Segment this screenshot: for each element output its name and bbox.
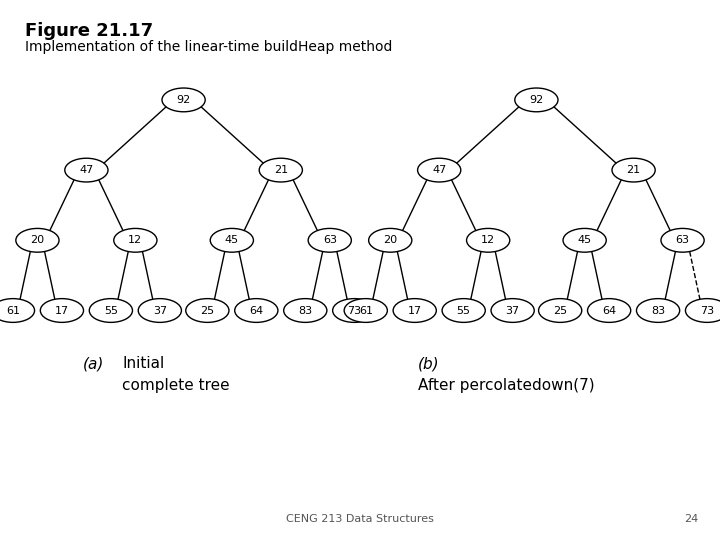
Text: 37: 37 — [505, 306, 520, 315]
Ellipse shape — [16, 228, 59, 252]
Text: 83: 83 — [651, 306, 665, 315]
Ellipse shape — [235, 299, 278, 322]
Ellipse shape — [162, 88, 205, 112]
Text: complete tree: complete tree — [122, 378, 230, 393]
Ellipse shape — [685, 299, 720, 322]
Ellipse shape — [40, 299, 84, 322]
Text: Figure 21.17: Figure 21.17 — [25, 22, 153, 39]
Ellipse shape — [442, 299, 485, 322]
Text: 21: 21 — [274, 165, 288, 175]
Ellipse shape — [661, 228, 704, 252]
Text: 20: 20 — [383, 235, 397, 245]
Ellipse shape — [636, 299, 680, 322]
Text: (a): (a) — [83, 356, 104, 372]
Ellipse shape — [284, 299, 327, 322]
Ellipse shape — [418, 158, 461, 182]
Ellipse shape — [114, 228, 157, 252]
Ellipse shape — [65, 158, 108, 182]
Text: 24: 24 — [684, 514, 698, 524]
Text: 63: 63 — [323, 235, 337, 245]
Ellipse shape — [539, 299, 582, 322]
Text: 25: 25 — [200, 306, 215, 315]
Text: (b): (b) — [418, 356, 439, 372]
Ellipse shape — [138, 299, 181, 322]
Text: 47: 47 — [79, 165, 94, 175]
Text: 45: 45 — [577, 235, 592, 245]
Text: 17: 17 — [55, 306, 69, 315]
Ellipse shape — [467, 228, 510, 252]
Ellipse shape — [612, 158, 655, 182]
Text: 73: 73 — [347, 306, 361, 315]
Ellipse shape — [308, 228, 351, 252]
Text: 17: 17 — [408, 306, 422, 315]
Ellipse shape — [210, 228, 253, 252]
Text: 64: 64 — [602, 306, 616, 315]
Text: 61: 61 — [6, 306, 20, 315]
Text: 61: 61 — [359, 306, 373, 315]
Text: 21: 21 — [626, 165, 641, 175]
Ellipse shape — [491, 299, 534, 322]
Text: CENG 213 Data Structures: CENG 213 Data Structures — [286, 514, 434, 524]
Text: 92: 92 — [176, 95, 191, 105]
Text: 63: 63 — [675, 235, 690, 245]
Text: 55: 55 — [104, 306, 118, 315]
Ellipse shape — [0, 299, 35, 322]
Ellipse shape — [588, 299, 631, 322]
Ellipse shape — [186, 299, 229, 322]
Text: 73: 73 — [700, 306, 714, 315]
Text: 25: 25 — [553, 306, 567, 315]
Ellipse shape — [515, 88, 558, 112]
Text: 12: 12 — [481, 235, 495, 245]
Text: After percolatedown(7): After percolatedown(7) — [418, 378, 594, 393]
Text: 92: 92 — [529, 95, 544, 105]
Ellipse shape — [344, 299, 387, 322]
Text: 12: 12 — [128, 235, 143, 245]
Text: 20: 20 — [30, 235, 45, 245]
Text: 83: 83 — [298, 306, 312, 315]
Text: Implementation of the linear-time buildHeap method: Implementation of the linear-time buildH… — [25, 40, 392, 55]
Text: Initial: Initial — [122, 356, 165, 372]
Ellipse shape — [259, 158, 302, 182]
Ellipse shape — [333, 299, 376, 322]
Ellipse shape — [369, 228, 412, 252]
Text: 47: 47 — [432, 165, 446, 175]
Text: 37: 37 — [153, 306, 167, 315]
Text: 45: 45 — [225, 235, 239, 245]
Text: 55: 55 — [456, 306, 471, 315]
Ellipse shape — [563, 228, 606, 252]
Ellipse shape — [89, 299, 132, 322]
Text: 64: 64 — [249, 306, 264, 315]
Ellipse shape — [393, 299, 436, 322]
